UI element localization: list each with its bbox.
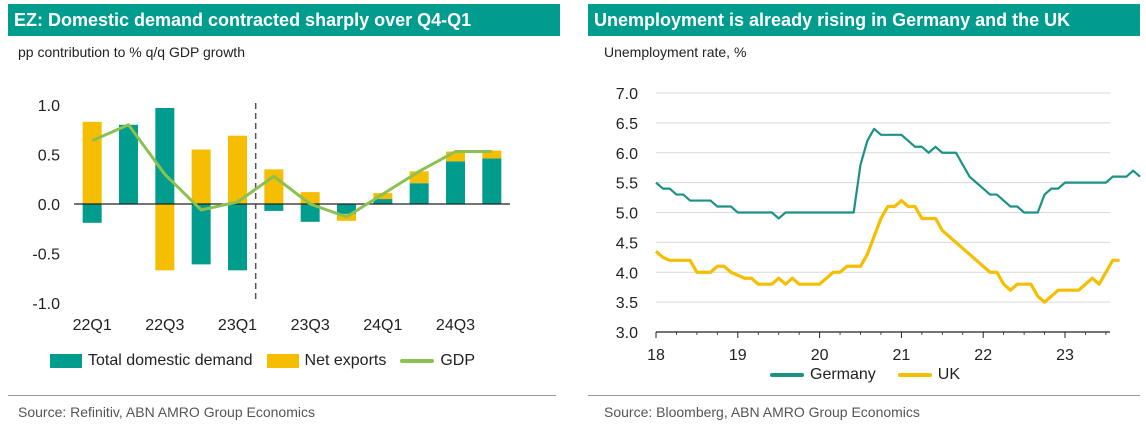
bar-net-exports (373, 193, 393, 200)
y-tick-label: 5.0 (616, 206, 638, 223)
left-chart-svg: 1.0 0.5 0.0 -0.5 -1.0 22Q1 22Q3 23Q1 23Q3 24Q1 24Q… (32, 98, 510, 334)
legend-label-domestic: Total domestic demand (88, 352, 253, 369)
gdp-line (91, 123, 492, 219)
x-tick-label: 18 (647, 347, 665, 364)
legend-item-gdp: GDP (400, 352, 475, 370)
y-tick-label: 0.0 (38, 197, 60, 214)
legend-item-domestic: Total domestic demand (50, 352, 253, 370)
bar-net-exports (300, 192, 320, 204)
legend-label-gdp: GDP (440, 352, 476, 369)
y-tick-label: 3.5 (616, 295, 638, 312)
bar-net-exports (82, 121, 102, 204)
y-tick-label: 3.0 (616, 325, 638, 342)
bar-domestic-demand (264, 204, 284, 211)
uk-line (654, 198, 1120, 304)
legend-label-uk: UK (937, 366, 961, 383)
bar-domestic-demand (82, 204, 102, 223)
bar-domestic-demand (119, 124, 138, 204)
x-tick-label: 22Q1 (73, 317, 112, 334)
y-tick-label: 0.5 (38, 148, 60, 165)
y-tick-label: -0.5 (32, 247, 60, 264)
right-chart-subtitle: Unemployment rate, % (604, 44, 747, 60)
x-tick-label: 22Q3 (145, 317, 184, 334)
bar-domestic-demand (409, 183, 429, 204)
right-footer-divider (588, 395, 1140, 396)
x-tick-label: 24Q1 (363, 317, 402, 334)
germany-line (655, 127, 1141, 220)
y-tick-label: 7.0 (616, 86, 638, 103)
legend-swatch-gdp (400, 359, 435, 363)
legend-swatch-net-exports (266, 354, 299, 368)
y-tick-label: 4.5 (616, 235, 638, 252)
x-tick-label: 24Q3 (436, 317, 475, 334)
bar-domestic-demand (155, 107, 175, 204)
legend-item-germany: Germany (770, 366, 876, 384)
bar-net-exports (155, 204, 175, 271)
left-footer-divider (8, 395, 556, 396)
bar-net-exports (446, 151, 465, 162)
right-chart-svg: 7.0 6.5 6.0 5.5 5.0 4.5 4.0 3.5 3.0 18 19 20 21 22 23 (616, 86, 1141, 364)
left-chart-legend: Total domestic demand Net exports GDP (50, 352, 475, 370)
x-tick-label: 20 (811, 347, 829, 364)
legend-item-net-exports: Net exports (266, 352, 387, 370)
bar-net-exports (191, 149, 211, 204)
left-chart-panel: EZ: Domestic demand contracted sharply o… (0, 0, 560, 427)
y-tick-label: 6.0 (616, 146, 638, 163)
bar-domestic-demand (446, 161, 465, 204)
left-source-note: Source: Refinitiv, ABN AMRO Group Econom… (18, 404, 315, 420)
y-tick-label: 5.5 (616, 176, 638, 193)
y-tick-label: 4.0 (616, 265, 638, 282)
bar-domestic-demand (300, 204, 320, 222)
legend-item-uk: UK (897, 366, 961, 384)
legend-label-germany: Germany (810, 366, 876, 383)
y-tick-label: -1.0 (32, 296, 60, 313)
x-tick-label: 23Q3 (291, 317, 330, 334)
x-tick-label: 23Q1 (218, 317, 257, 334)
bar-net-exports (409, 171, 429, 184)
y-tick-label: 6.5 (616, 116, 638, 133)
x-tick-label: 21 (893, 347, 911, 364)
legend-swatch-domestic (50, 354, 82, 368)
bar-domestic-demand (191, 204, 211, 265)
left-chart-title: EZ: Domestic demand contracted sharply o… (8, 4, 560, 36)
legend-swatch-germany (770, 373, 804, 377)
right-chart-legend: Germany UK (770, 366, 960, 384)
x-tick-label: 19 (729, 347, 747, 364)
x-tick-label: 23 (1056, 347, 1074, 364)
legend-label-net-exports: Net exports (304, 352, 387, 369)
bar-net-exports (264, 169, 284, 204)
right-source-note: Source: Bloomberg, ABN AMRO Group Econom… (604, 404, 920, 420)
x-tick-label: 22 (974, 347, 992, 364)
bar-domestic-demand (482, 158, 502, 204)
bar-net-exports (228, 135, 247, 204)
right-chart-panel: Unemployment is already rising in German… (588, 0, 1146, 427)
bar-net-exports (482, 150, 502, 159)
bar-domestic-demand (373, 199, 393, 204)
legend-swatch-uk (897, 373, 932, 377)
y-tick-label: 1.0 (38, 98, 60, 115)
bar-domestic-demand (337, 204, 356, 214)
bar-domestic-demand (228, 204, 247, 271)
left-chart-subtitle: pp contribution to % q/q GDP growth (18, 44, 245, 60)
right-chart-title: Unemployment is already rising in German… (588, 4, 1140, 36)
